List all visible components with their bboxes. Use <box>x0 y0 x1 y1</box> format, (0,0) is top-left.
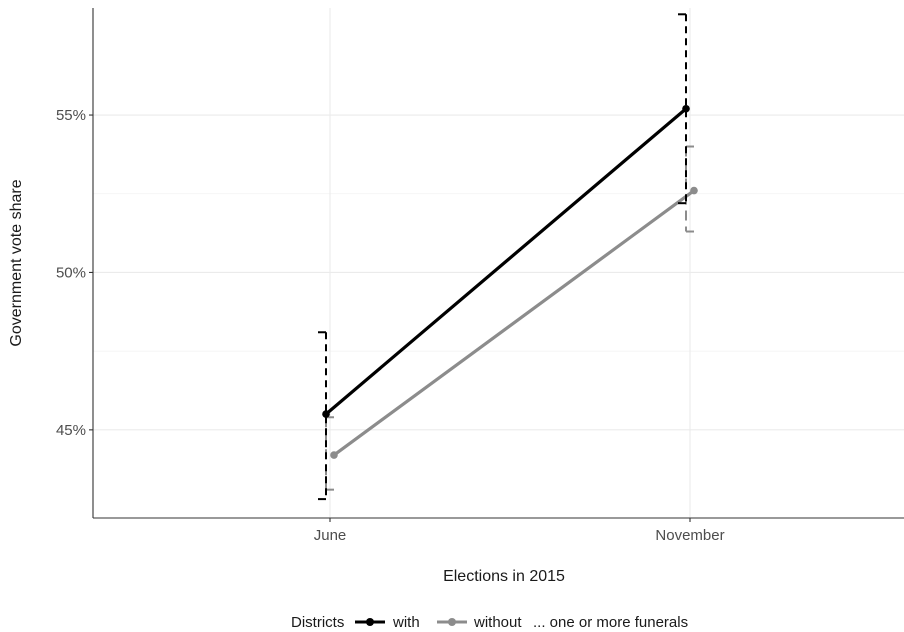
x-tick-label: November <box>655 527 724 544</box>
series-with <box>318 13 690 501</box>
legend-key-with-point <box>366 618 374 626</box>
legend-key-without-point <box>448 618 456 626</box>
x-tick-label: June <box>314 527 347 544</box>
axes <box>92 8 904 519</box>
series-group <box>318 13 698 501</box>
x-axis-title: Elections in 2015 <box>443 568 565 585</box>
series-line-with <box>324 107 688 416</box>
point-with-june <box>322 410 330 418</box>
y-tick-label: 55% <box>56 107 86 124</box>
x-ticks: June November <box>314 518 725 544</box>
series-line-without <box>332 188 696 457</box>
legend-label-without: without <box>473 614 522 631</box>
legend: Districts with without ... one or more f… <box>291 614 688 631</box>
series-without <box>325 145 698 491</box>
y-ticks: 45% 50% 55% <box>56 107 93 439</box>
legend-label-with: with <box>392 614 420 631</box>
legend-title: Districts <box>291 614 344 631</box>
y-tick-label: 45% <box>56 422 86 439</box>
legend-suffix: ... one or more funerals <box>533 614 688 631</box>
grid <box>93 8 904 518</box>
point-without-november <box>690 186 698 195</box>
y-axis-title: Government vote share <box>8 179 25 346</box>
y-tick-label: 50% <box>56 264 86 281</box>
point-with-november <box>682 104 690 113</box>
point-without-june <box>330 451 338 459</box>
